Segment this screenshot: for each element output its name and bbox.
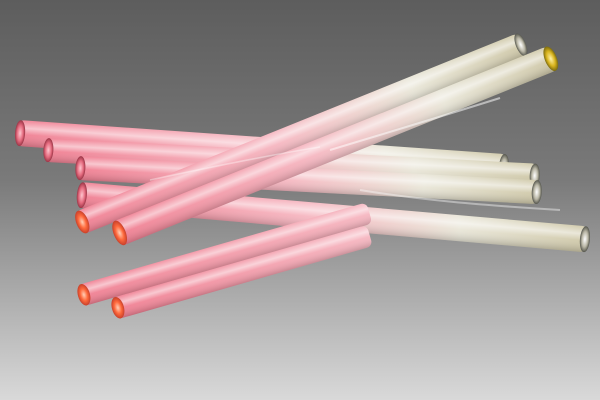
rod-end-clear [514, 33, 528, 57]
rod-lower-1 [77, 203, 372, 306]
glass-highlights [149, 97, 561, 211]
rod-end-orange [111, 297, 125, 319]
rod-end-clear [531, 180, 542, 205]
rod-end-clear [579, 226, 591, 253]
rod-end-pink [76, 182, 87, 209]
rod-end-pink [75, 156, 86, 181]
rod-end-pink [15, 120, 26, 147]
rod-end-orange [75, 210, 90, 234]
rod-end-orange [77, 284, 91, 306]
rod-lower-2 [111, 226, 372, 319]
rod-end-pink [43, 138, 54, 163]
rod-front-1 [75, 33, 528, 234]
rod-front-2 [112, 46, 559, 246]
rod-end-amber [543, 46, 559, 71]
rod-end-orange [112, 220, 128, 246]
